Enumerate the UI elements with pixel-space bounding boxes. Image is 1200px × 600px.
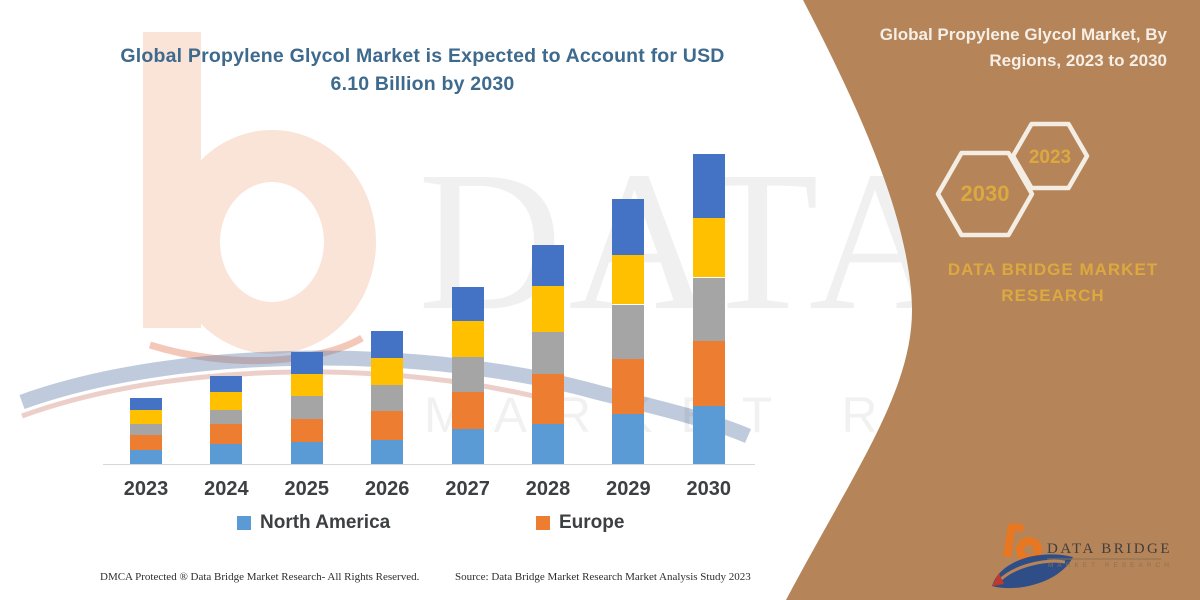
- bar-segment: [210, 375, 243, 393]
- logo-b-watermark: [143, 32, 376, 365]
- brand-text: DATA BRIDGE MARKET RESEARCH: [947, 260, 1159, 306]
- x-axis-label: 2027: [445, 478, 490, 500]
- bar-segment: [290, 396, 323, 419]
- bar-segment: [130, 423, 162, 436]
- bar-segment: [371, 330, 404, 358]
- bar-segment: [290, 441, 323, 464]
- legend-swatch: [237, 516, 251, 530]
- x-axis-label: 2023: [123, 478, 169, 500]
- bar-segment: [130, 435, 162, 451]
- legend-item: Europe: [536, 512, 624, 534]
- bar-segment: [532, 285, 564, 332]
- bar-segment: [210, 392, 243, 410]
- bar-segment: [290, 418, 323, 442]
- bar-segment: [692, 154, 725, 218]
- side-panel-shape: [786, 0, 1200, 600]
- x-axis-label: 2024: [204, 478, 249, 500]
- bar-segment: [371, 440, 404, 464]
- x-axis-label: 2026: [364, 478, 410, 500]
- bar-segment: [371, 410, 404, 441]
- bar-segment: [612, 414, 645, 464]
- logo-leaf-icon: [992, 554, 1073, 589]
- legend-label: North America: [260, 512, 391, 533]
- side-panel-heading: Global Propylene Glycol Market, By Regio…: [879, 25, 1167, 71]
- bar-segment: [451, 320, 484, 358]
- hexagon-2023: [1010, 121, 1090, 191]
- logo-subtitle: MARKET RESEARCH: [1048, 562, 1173, 569]
- logo-wordmark: DATA BRIDGE: [1047, 541, 1172, 557]
- hexagon-2023-label: 2023: [1029, 147, 1071, 168]
- chart-title: Global Propylene Glycol Market is Expect…: [120, 45, 725, 96]
- footer-dmca-text: DMCA Protected ® Data Bridge Market Rese…: [100, 571, 420, 583]
- bar-segment: [290, 351, 323, 375]
- bar-segment: [210, 424, 243, 445]
- bar-segment: [692, 341, 725, 407]
- databridge-logo: DATA BRIDGE MARKET RESEARCH: [992, 522, 1173, 589]
- bar-segment: [290, 374, 323, 397]
- bar-segment: [692, 277, 725, 342]
- bar-segment: [692, 406, 725, 464]
- bar-segment: [130, 397, 162, 411]
- legend-label: Europe: [559, 512, 625, 533]
- x-axis-line: [103, 464, 755, 465]
- x-axis-label: 2028: [525, 478, 571, 500]
- legend-swatch: [536, 516, 550, 530]
- bar-segment: [371, 357, 404, 386]
- bar-segment: [451, 428, 484, 464]
- hexagon-2030-label: 2030: [961, 181, 1010, 206]
- hexagon-2030: [935, 150, 1035, 238]
- bar-segment: [371, 385, 404, 411]
- bar-segment: [130, 450, 162, 464]
- bar-segment: [612, 254, 645, 305]
- bar-segment: [130, 410, 162, 424]
- bar-segment: [612, 304, 645, 360]
- x-axis-label: 2030: [686, 478, 732, 500]
- bar-segment: [532, 244, 564, 286]
- bar-segment: [612, 199, 645, 255]
- x-axis-label: 2025: [284, 478, 330, 500]
- bar-segment: [210, 409, 243, 425]
- footer-source-text: Source: Data Bridge Market Research Mark…: [455, 571, 751, 583]
- bar-segment: [532, 374, 564, 424]
- legend-item: North America: [237, 512, 390, 534]
- bar-segment: [451, 392, 484, 429]
- bar-segment: [210, 444, 243, 464]
- bar-segment: [451, 357, 484, 393]
- bar-segment: [532, 423, 564, 464]
- bar-segment: [532, 331, 564, 375]
- bar-segment: [451, 286, 484, 321]
- bar-segment: [612, 359, 645, 415]
- bar-segment: [692, 217, 725, 278]
- hexagon-badges: [935, 121, 1090, 238]
- x-axis-label: 2029: [606, 478, 651, 500]
